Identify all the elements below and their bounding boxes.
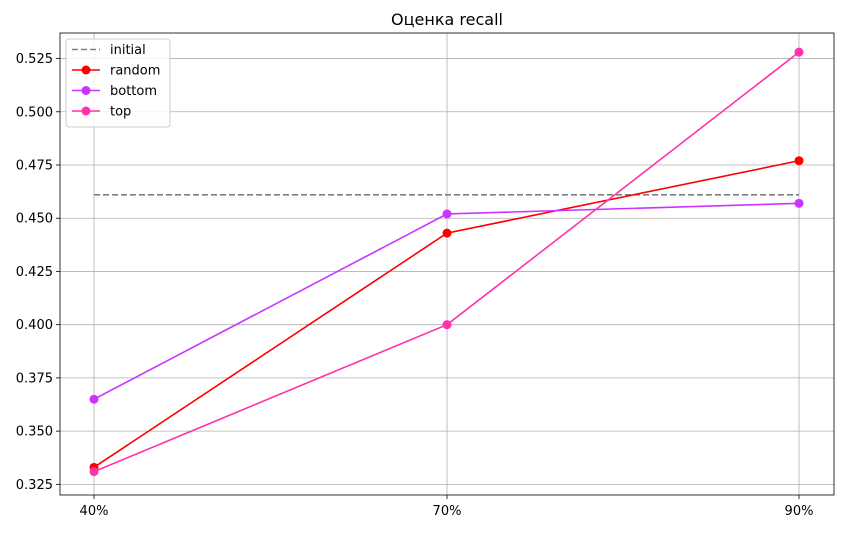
legend-marker-bottom	[81, 86, 91, 95]
y-tick-label: 0.400	[16, 318, 53, 333]
data-point-bottom	[442, 209, 452, 219]
legend-label-bottom: bottom	[110, 84, 157, 99]
y-tick-label: 0.450	[16, 212, 53, 227]
legend-marker-top	[81, 106, 91, 116]
data-point-random	[442, 228, 452, 238]
x-tick-label: 70%	[433, 504, 462, 519]
data-point-bottom	[89, 394, 99, 404]
y-tick-label: 0.475	[16, 159, 53, 174]
y-tick-label: 0.350	[16, 425, 53, 440]
chart-title: Оценка recall	[391, 10, 503, 29]
y-tick-label: 0.525	[16, 52, 53, 67]
x-tick-label: 40%	[80, 504, 109, 519]
data-point-top	[794, 47, 804, 57]
y-tick-label: 0.500	[16, 105, 53, 120]
y-tick-label: 0.375	[16, 371, 53, 386]
data-point-bottom	[794, 198, 804, 208]
axis-ticks: 0.325 0.350 0.375 0.400 0.425 0.450 0.475 0.500…	[16, 52, 814, 519]
y-tick-label: 0.325	[16, 478, 53, 493]
legend: initial random bottom top	[65, 38, 171, 128]
series-layer	[89, 47, 804, 477]
legend-label-initial: initial	[110, 43, 146, 58]
legend-label-random: random	[110, 64, 160, 79]
legend-box	[65, 38, 171, 128]
x-tick-label: 90%	[785, 504, 814, 519]
data-point-top	[442, 320, 452, 330]
series-line-top	[93, 51, 800, 473]
legend-label-top: top	[110, 105, 131, 120]
grid	[60, 33, 834, 495]
legend-marker-random	[81, 65, 91, 75]
data-point-random	[794, 156, 804, 166]
y-tick-label: 0.425	[16, 265, 53, 280]
data-point-top	[89, 467, 99, 477]
